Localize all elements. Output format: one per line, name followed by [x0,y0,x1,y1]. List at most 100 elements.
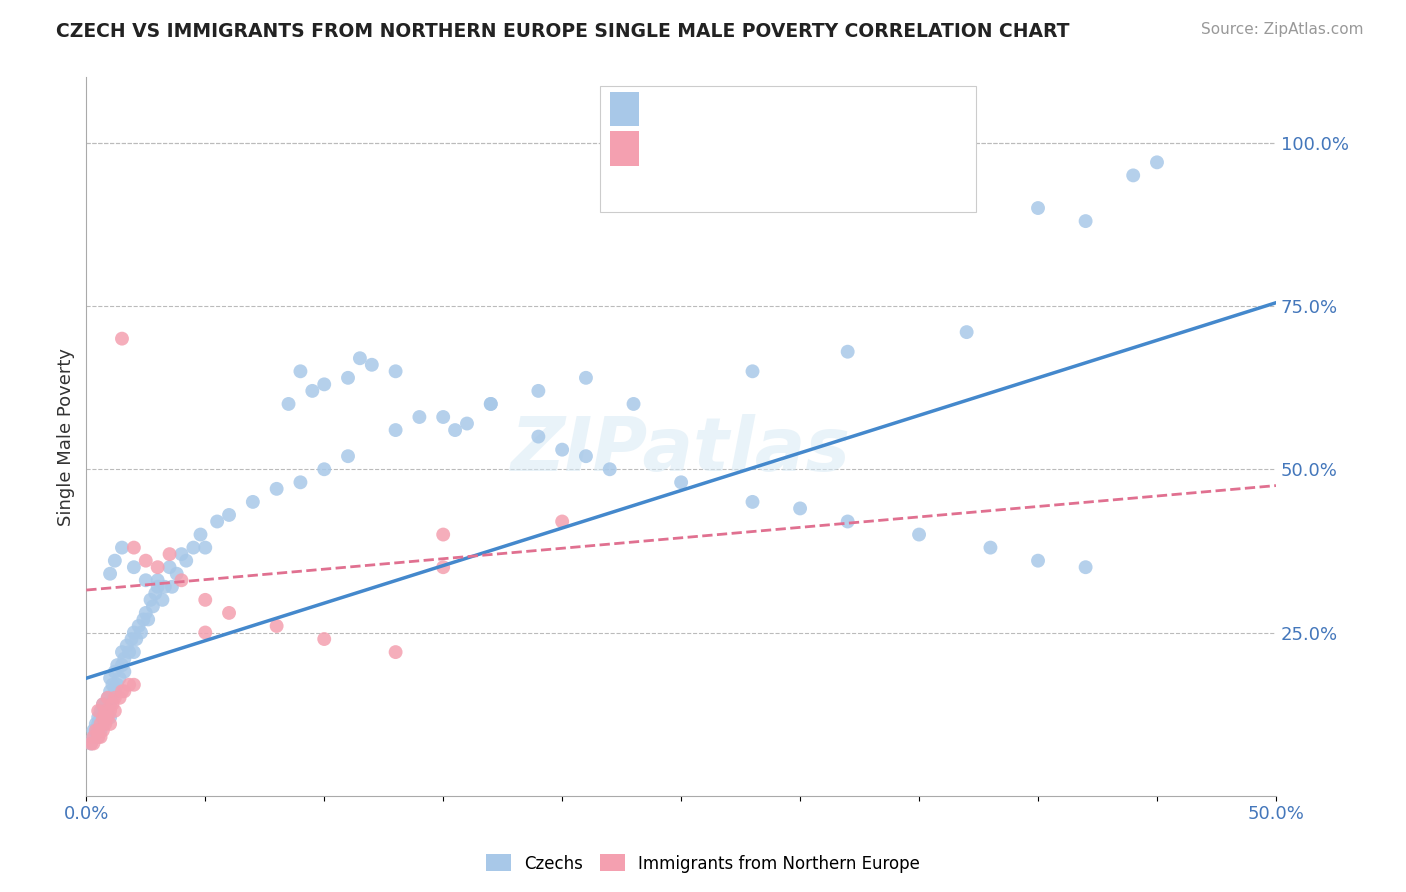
Point [139,592,162,607]
Point [82,723,104,738]
Point [94,698,117,712]
Point [121,632,143,646]
Point [87,730,110,744]
Point [146,580,169,594]
Text: R = 0.164   N = 22: R = 0.164 N = 22 [654,174,832,192]
Point [218,606,240,620]
Point [98,704,121,718]
Point [1026,201,1049,215]
Point [129,625,152,640]
Point [97,704,120,718]
Point [90,723,112,738]
Point [132,612,155,626]
Point [623,397,645,411]
Point [98,671,121,685]
Point [105,678,128,692]
Point [669,475,692,490]
Point [384,423,406,437]
Point [128,619,150,633]
Legend: Czechs, Immigrants from Northern Europe: Czechs, Immigrants from Northern Europe [479,847,927,880]
Point [456,417,478,431]
Point [266,619,288,633]
Point [118,645,141,659]
Point [90,717,112,731]
Point [349,351,371,366]
Text: Source: ZipAtlas.com: Source: ZipAtlas.com [1201,22,1364,37]
Point [1122,169,1144,183]
Point [82,730,104,744]
Point [80,737,103,751]
Point [170,547,193,561]
Point [97,690,120,705]
Point [837,515,859,529]
Point [551,442,574,457]
Text: R = 0.447   N = 78: R = 0.447 N = 78 [654,100,832,118]
Point [479,397,502,411]
FancyBboxPatch shape [600,86,976,211]
Text: CZECH VS IMMIGRANTS FROM NORTHERN EUROPE SINGLE MALE POVERTY CORRELATION CHART: CZECH VS IMMIGRANTS FROM NORTHERN EUROPE… [56,22,1070,41]
Point [122,541,145,555]
Point [101,678,124,692]
Text: ZIPatlas: ZIPatlas [512,415,851,487]
Point [575,371,598,385]
Point [194,541,217,555]
Point [218,508,240,522]
Point [384,364,406,378]
Point [94,710,117,724]
Point [384,645,406,659]
Point [432,409,454,424]
Point [101,690,124,705]
Point [135,554,157,568]
Point [1146,155,1168,169]
Point [266,482,288,496]
Point [190,527,212,541]
Point [91,723,114,738]
Point [360,358,382,372]
Point [194,625,217,640]
Point [122,678,145,692]
Point [91,710,114,724]
Point [337,371,360,385]
Point [174,554,197,568]
Point [277,397,299,411]
Point [1026,554,1049,568]
Point [956,325,979,339]
Point [135,574,157,588]
Point [97,710,120,724]
Point [527,384,550,398]
Point [122,625,145,640]
Point [111,684,134,698]
Point [444,423,467,437]
Point [135,606,157,620]
Point [789,501,811,516]
Point [432,560,454,574]
Point [87,704,110,718]
FancyBboxPatch shape [610,131,640,166]
Point [111,658,134,673]
Point [1074,560,1097,574]
Point [112,684,135,698]
Point [98,566,121,581]
Point [98,684,121,698]
Point [551,515,574,529]
Point [84,723,107,738]
Point [104,704,127,718]
Point [94,710,117,724]
Point [82,737,104,751]
Point [111,332,134,346]
Point [91,698,114,712]
Point [160,580,183,594]
Point [314,632,336,646]
Point [837,344,859,359]
Point [146,574,169,588]
Point [527,429,550,443]
Point [87,710,110,724]
Point [432,527,454,541]
Point [408,409,430,424]
Point [111,645,134,659]
Point [575,449,598,463]
Point [741,495,763,509]
Point [301,384,323,398]
Point [80,737,103,751]
Point [159,560,181,574]
